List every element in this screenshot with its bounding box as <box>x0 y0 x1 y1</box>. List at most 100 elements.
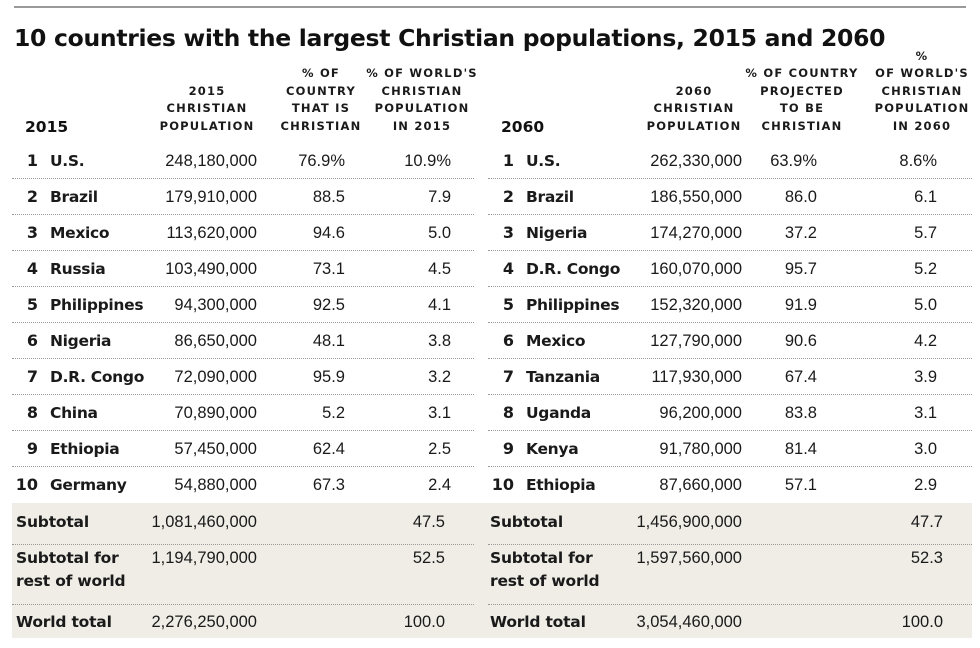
country-name: Russia <box>50 260 106 278</box>
rank: 9 <box>26 439 38 458</box>
christian-population: 54,880,000 <box>174 476 257 494</box>
country-name: Philippines <box>526 296 620 314</box>
rank: 4 <box>26 259 38 278</box>
summary-pct-world: 52.5 <box>412 549 445 567</box>
rank: 2 <box>502 187 514 206</box>
rank: 7 <box>502 367 514 386</box>
year-label: 2060 <box>501 118 545 136</box>
country-name: Philippines <box>50 296 144 314</box>
pct-world-christian: 6.1 <box>914 188 937 206</box>
row-divider <box>12 394 474 395</box>
pct-country-christian: 86.0 <box>784 188 817 206</box>
country-name: Kenya <box>526 440 579 458</box>
rank: 6 <box>26 331 38 350</box>
pct-world-christian: 2.5 <box>428 440 451 458</box>
country-name: Ethiopia <box>50 440 120 458</box>
row-divider <box>488 604 972 605</box>
summary-label: Subtotal for rest of world <box>490 549 600 590</box>
christian-population: 127,790,000 <box>650 332 742 350</box>
country-name: Germany <box>50 476 127 494</box>
summary-label: World total <box>490 613 586 631</box>
header-pct-world-christian: % OF WORLD'S CHRISTIAN POPULATION IN 206… <box>874 48 970 133</box>
summary-pct-world: 100.0 <box>403 613 445 631</box>
pct-country-christian: 67.4 <box>784 368 817 386</box>
christian-population: 262,330,000 <box>650 152 742 170</box>
christian-population: 103,490,000 <box>165 260 257 278</box>
pct-world-christian: 3.1 <box>914 404 937 422</box>
rank: 3 <box>26 223 38 242</box>
country-name: Tanzania <box>526 368 600 386</box>
country-name: Nigeria <box>50 332 112 350</box>
table-row: 7 D.R. Congo 72,090,000 95.9 3.2 <box>12 359 474 395</box>
country-name: U.S. <box>526 152 561 170</box>
pct-world-christian: 8.6% <box>899 152 937 170</box>
pct-country-christian: 94.6 <box>312 224 345 242</box>
pct-country-christian: 95.9 <box>312 368 345 386</box>
christian-population: 113,620,000 <box>166 224 257 242</box>
rank: 5 <box>26 295 38 314</box>
pct-world-christian: 3.8 <box>428 332 451 350</box>
row-divider <box>488 358 972 359</box>
row-divider <box>488 322 972 323</box>
table-row: 6 Nigeria 86,650,000 48.1 3.8 <box>12 323 474 359</box>
table-row: 4 D.R. Congo 160,070,000 95.7 5.2 <box>488 251 972 287</box>
table-row: 9 Ethiopia 57,450,000 62.4 2.5 <box>12 431 474 467</box>
chart-title: 10 countries with the largest Christian … <box>14 24 886 52</box>
header-christian-population: 2060 CHRISTIAN POPULATION <box>646 83 742 133</box>
header-christian-population: 2015 CHRISTIAN POPULATION <box>159 83 255 133</box>
rank: 9 <box>502 439 514 458</box>
summary-pct-world: 47.5 <box>412 513 445 531</box>
christian-population: 86,650,000 <box>174 332 257 350</box>
pct-country-christian: 83.8 <box>784 404 817 422</box>
row-divider <box>12 250 474 251</box>
table-row: 1 U.S. 262,330,000 63.9% 8.6% <box>488 143 972 179</box>
rank: 4 <box>502 259 514 278</box>
summary-row: Subtotal 1,456,900,000 47.7 <box>488 509 972 545</box>
header-pct-country-christian: % OF COUNTRY PROJECTED TO BE CHRISTIAN <box>745 66 859 133</box>
country-name: Brazil <box>526 188 574 206</box>
row-divider <box>12 544 474 545</box>
christian-population: 72,090,000 <box>174 368 257 386</box>
country-name: D.R. Congo <box>50 368 145 386</box>
pct-country-christian: 81.4 <box>784 440 817 458</box>
country-name: Mexico <box>526 332 586 350</box>
christian-population: 87,660,000 <box>659 476 742 494</box>
header-pct-world-christian: % OF WORLD'S CHRISTIAN POPULATION IN 201… <box>366 66 478 133</box>
christian-population: 91,780,000 <box>659 440 742 458</box>
rank: 5 <box>502 295 514 314</box>
pct-country-christian: 67.3 <box>312 476 345 494</box>
year-label: 2015 <box>25 118 69 136</box>
table-row: 9 Kenya 91,780,000 81.4 3.0 <box>488 431 972 467</box>
table-row: 8 China 70,890,000 5.2 3.1 <box>12 395 474 431</box>
christian-population: 152,320,000 <box>650 296 742 314</box>
summary-label: Subtotal for rest of world <box>16 549 126 590</box>
summary-label: World total <box>16 613 112 631</box>
summary-population: 3,054,460,000 <box>636 613 742 631</box>
summary-population: 1,194,790,000 <box>151 549 257 567</box>
row-divider <box>488 430 972 431</box>
pct-country-christian: 62.4 <box>312 440 345 458</box>
country-name: Brazil <box>50 188 98 206</box>
row-divider <box>12 430 474 431</box>
rank: 6 <box>502 331 514 350</box>
row-divider <box>12 322 474 323</box>
pct-world-christian: 5.2 <box>914 260 937 278</box>
summary-label: Subtotal <box>490 513 563 531</box>
pct-country-christian: 92.5 <box>312 296 345 314</box>
summary-pct-world: 47.7 <box>910 513 943 531</box>
row-divider <box>488 544 972 545</box>
row-divider <box>12 214 474 215</box>
table-row: 3 Mexico 113,620,000 94.6 5.0 <box>12 215 474 251</box>
summary-band <box>12 503 972 638</box>
rank: 10 <box>491 475 514 494</box>
pct-world-christian: 3.9 <box>914 368 937 386</box>
table-row: 10 Ethiopia 87,660,000 57.1 2.9 <box>488 467 972 503</box>
christian-population: 96,200,000 <box>659 404 742 422</box>
row-divider <box>12 604 474 605</box>
table-row: 4 Russia 103,490,000 73.1 4.5 <box>12 251 474 287</box>
summary-row: Subtotal for rest of world 1,597,560,000 5… <box>488 545 972 609</box>
summary-population: 2,276,250,000 <box>151 613 257 631</box>
pct-country-christian: 73.1 <box>312 260 345 278</box>
pct-world-christian: 4.2 <box>914 332 937 350</box>
rank: 8 <box>26 403 38 422</box>
